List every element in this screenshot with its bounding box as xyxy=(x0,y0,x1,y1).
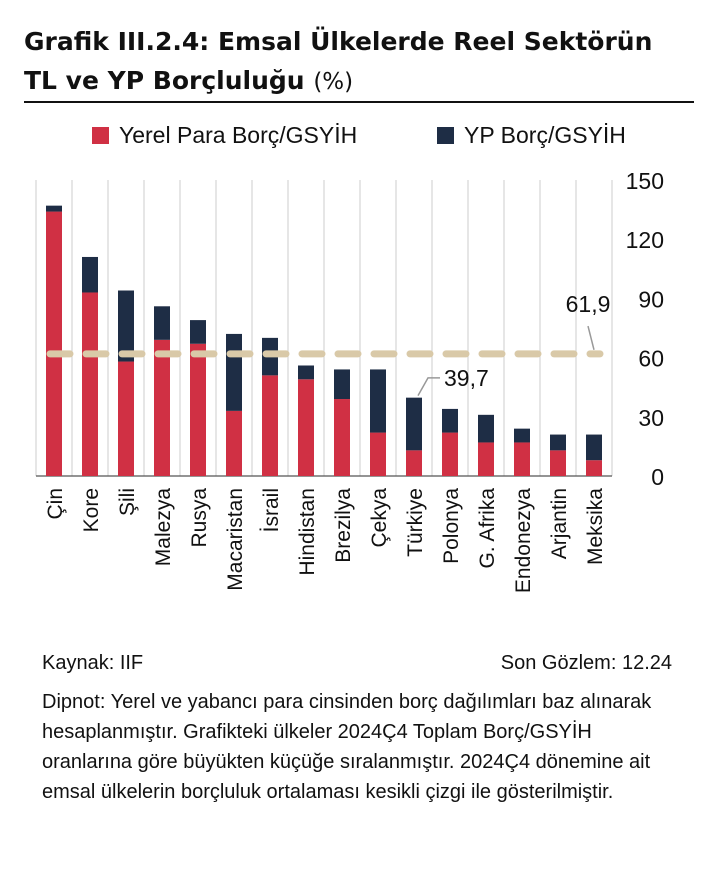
turkey-value-label: 39,7 xyxy=(444,365,489,391)
legend-swatch-fx xyxy=(437,127,454,144)
y-tick-label: 120 xyxy=(626,227,664,253)
x-tick-label: G. Afrika xyxy=(476,488,499,569)
bar-local xyxy=(118,361,134,476)
bar-fx xyxy=(442,408,458,433)
y-tick-label: 90 xyxy=(638,286,664,312)
x-tick-label: Macaristan xyxy=(224,488,247,591)
title-line-2: TL ve YP Borçluluğu xyxy=(24,66,305,95)
x-tick-label: Endonezya xyxy=(512,488,535,593)
turkey-leader-line xyxy=(417,377,440,397)
bar-fx xyxy=(190,320,206,344)
average-value-label: 61,9 xyxy=(566,291,611,317)
bar-fx xyxy=(514,428,530,443)
y-tick-label: 30 xyxy=(638,405,664,431)
x-tick-label: Kore xyxy=(80,488,103,532)
bar-local xyxy=(478,442,494,476)
legend-item-fx: YP Borç/GSYİH xyxy=(437,122,626,149)
bar-local xyxy=(334,399,350,476)
x-tick-label: Şili xyxy=(116,488,139,516)
bar-local xyxy=(442,432,458,476)
x-tick-label: Çin xyxy=(44,488,67,520)
last-observation: Son Gözlem: 12.24 xyxy=(500,652,672,674)
bar-fx xyxy=(334,369,350,400)
bar-local xyxy=(46,211,62,476)
average-leader-line xyxy=(587,325,595,351)
chart-title: Grafik III.2.4: Emsal Ülkelerde Reel Sek… xyxy=(24,22,704,102)
y-tick-label: 150 xyxy=(626,168,664,194)
bar-local xyxy=(226,410,242,476)
legend-label-local: Yerel Para Borç/GSYİH xyxy=(119,122,358,148)
bar-fx xyxy=(478,414,494,443)
source-note: Kaynak: IIF xyxy=(42,652,144,674)
x-tick-label: İsrail xyxy=(260,488,283,532)
bar-fx xyxy=(82,256,98,293)
bar-local xyxy=(82,292,98,476)
bar-fx xyxy=(154,306,170,340)
x-tick-label: Çekya xyxy=(368,488,391,548)
legend-label-fx: YP Borç/GSYİH xyxy=(464,122,626,148)
x-tick-label: Arjantin xyxy=(548,488,571,559)
footnote: Dipnot: Yerel ve yabancı para cinsinden … xyxy=(42,691,652,803)
title-underline xyxy=(24,101,694,103)
legend-swatch-local xyxy=(92,127,109,144)
bar-fx xyxy=(46,205,62,212)
x-tick-label: Brezilya xyxy=(332,488,355,563)
bar-fx xyxy=(550,434,566,451)
y-tick-label: 0 xyxy=(651,464,664,490)
bar-fx xyxy=(370,369,386,433)
x-tick-label: Türkiye xyxy=(404,488,427,557)
title-line-1: Grafik III.2.4: Emsal Ülkelerde Reel Sek… xyxy=(24,27,653,56)
y-tick-label: 60 xyxy=(638,346,664,372)
bar-local xyxy=(370,432,386,476)
bar-fx xyxy=(298,365,314,380)
bar-local xyxy=(514,442,530,476)
bar-local xyxy=(298,379,314,476)
bar-local xyxy=(550,450,566,476)
x-tick-label: Polonya xyxy=(440,488,463,564)
title-unit: (%) xyxy=(313,69,354,95)
bar-fx xyxy=(226,333,242,411)
legend-item-local: Yerel Para Borç/GSYİH xyxy=(92,122,357,149)
stacked-bar-chart: 0 30 60 90 120 150 Çin Kore Şili Malezya Rusya Maca… xyxy=(35,168,664,593)
x-tick-label: Malezya xyxy=(152,488,175,567)
bar-local xyxy=(154,339,170,476)
bar-fx xyxy=(406,397,422,451)
x-tick-label: Hindistan xyxy=(296,488,319,576)
bar-local xyxy=(406,450,422,476)
bar-local xyxy=(262,375,278,476)
bar-local xyxy=(190,343,206,476)
x-tick-label: Meksika xyxy=(584,488,607,565)
legend: Yerel Para Borç/GSYİH YP Borç/GSYİH xyxy=(0,122,711,154)
x-tick-label: Rusya xyxy=(188,488,211,548)
bar-fx xyxy=(118,290,134,362)
bar-local xyxy=(586,460,602,476)
bar-fx xyxy=(586,434,602,461)
